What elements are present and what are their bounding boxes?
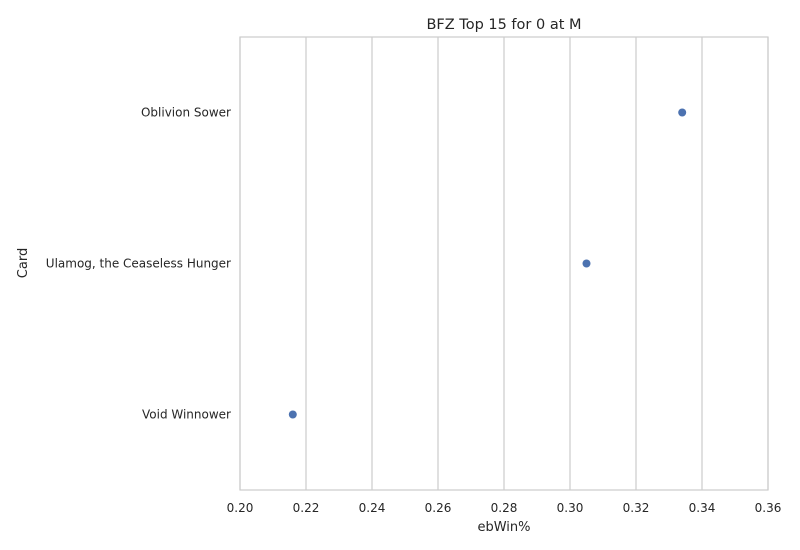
data-point bbox=[678, 108, 687, 117]
data-points bbox=[288, 108, 687, 419]
x-tick-label: 0.32 bbox=[623, 501, 650, 515]
x-tick-labels: 0.20 0.22 0.24 0.26 0.28 0.30 0.32 0.34 0.36 bbox=[227, 501, 782, 515]
x-tick-label: 0.22 bbox=[293, 501, 320, 515]
x-tick-label: 0.34 bbox=[689, 501, 716, 515]
y-axis-label: Card bbox=[16, 248, 31, 278]
x-axis-label: ebWin% bbox=[477, 520, 530, 535]
x-tick-label: 0.24 bbox=[359, 501, 386, 515]
x-tick-label: 0.30 bbox=[557, 501, 584, 515]
x-tick-label: 0.28 bbox=[491, 501, 518, 515]
x-tick-label: 0.20 bbox=[227, 501, 254, 515]
y-tick-label: Oblivion Sower bbox=[141, 106, 231, 120]
data-point bbox=[582, 259, 591, 268]
chart-title: BFZ Top 15 for 0 at M bbox=[426, 17, 581, 33]
y-tick-label: Void Winnower bbox=[142, 408, 231, 422]
y-tick-labels: Oblivion Sower Ulamog, the Ceaseless Hung… bbox=[46, 106, 231, 422]
x-tick-label: 0.36 bbox=[755, 501, 782, 515]
plot-frame bbox=[239, 36, 769, 491]
grid-lines bbox=[239, 37, 769, 490]
y-tick-label: Ulamog, the Ceaseless Hunger bbox=[46, 257, 231, 271]
x-tick-label: 0.26 bbox=[425, 501, 452, 515]
data-point bbox=[288, 410, 297, 419]
